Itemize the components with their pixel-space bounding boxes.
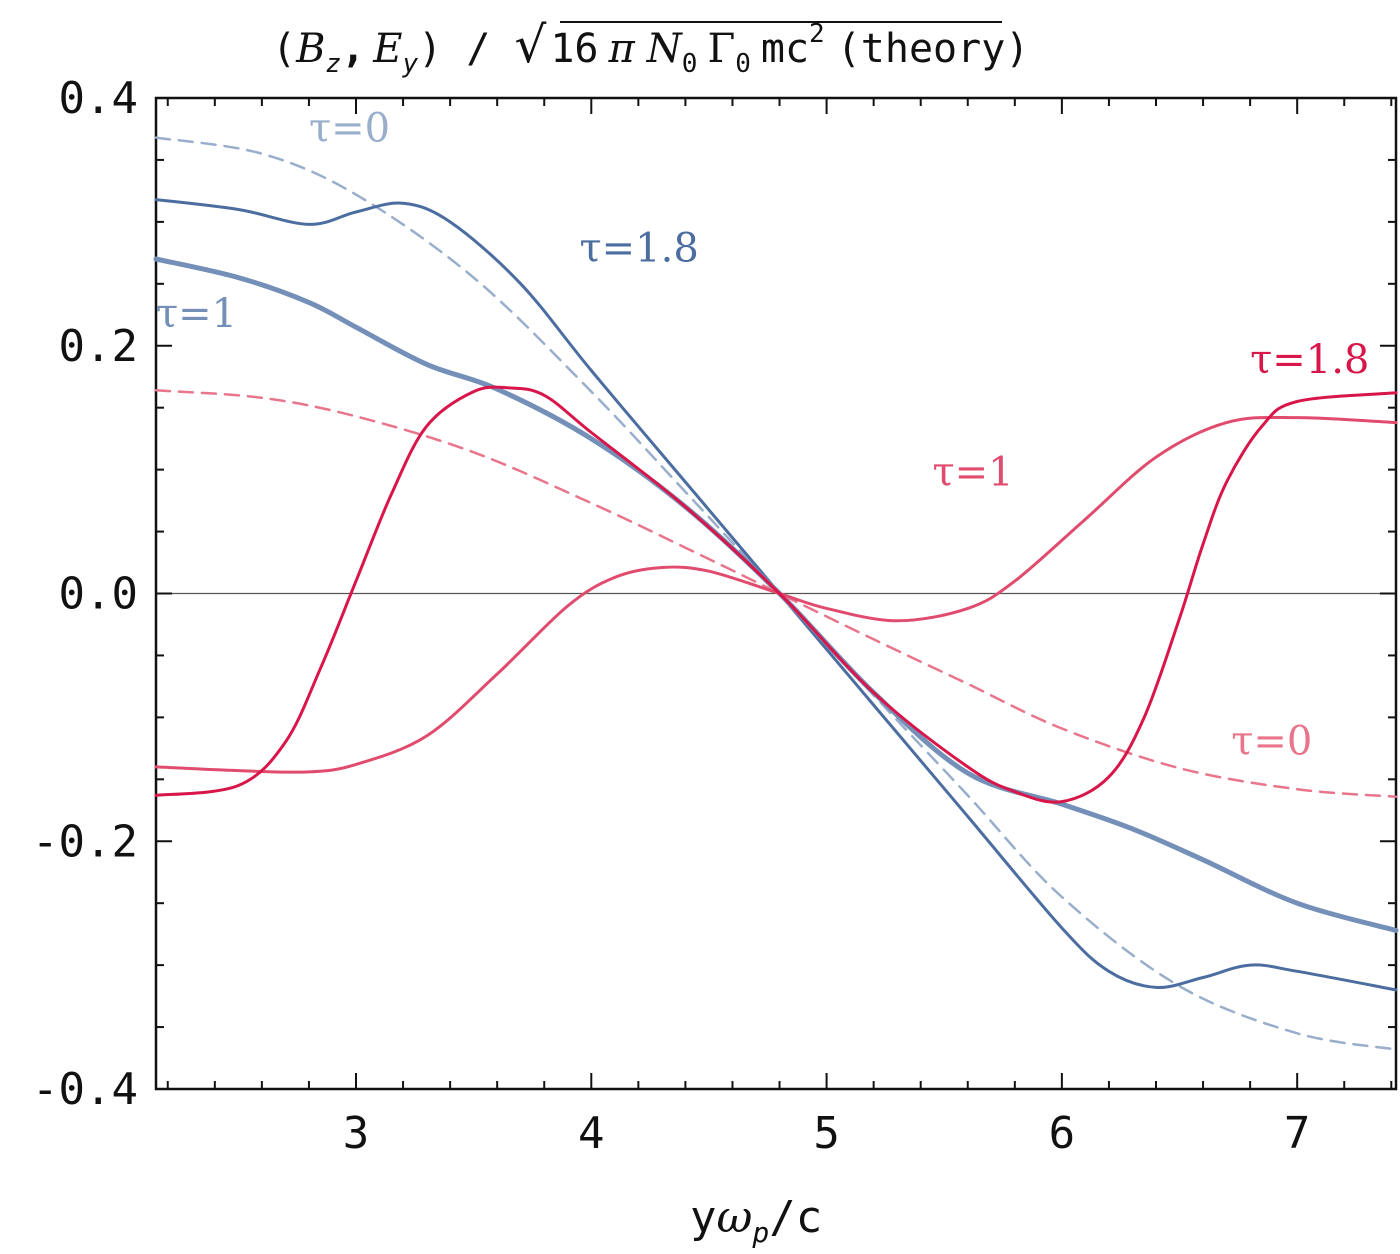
title-open: ( — [272, 26, 296, 72]
title-comma: , — [341, 26, 365, 72]
series-line-2 — [153, 256, 1399, 933]
xlabel-omega: ω — [717, 1192, 753, 1243]
title-close-slash: ) / — [418, 26, 490, 72]
series-label-2: τ=1 — [156, 291, 237, 337]
series-line-4 — [154, 415, 1398, 774]
title-bz: B — [295, 26, 325, 72]
x-axis-label: yωp/c — [690, 1192, 822, 1249]
series-label-4: τ=1 — [932, 450, 1013, 496]
series-line-5 — [154, 385, 1398, 804]
x-tick-label: 3 — [343, 1108, 370, 1159]
title-n: N — [646, 26, 684, 72]
series-label-3: τ=1.8 — [1250, 337, 1369, 383]
series-layer — [153, 136, 1399, 1051]
title-ey-sub: y — [401, 49, 418, 79]
title-bz-sub: z — [326, 49, 342, 79]
xlabel-rest: /c — [769, 1192, 822, 1243]
chart-title: (Bz, Ey) / √ 16 π N0 Γ0 mc2 (theory) — [272, 16, 1029, 79]
ticks: 3 4 5 6 7 -0.4 -0.2 0.0 0.2 0.4 — [32, 73, 1396, 1159]
y-tick-label: 0.4 — [59, 73, 138, 124]
xlabel-y: y — [690, 1192, 717, 1243]
title-n-sub: 0 — [682, 49, 698, 79]
title-mc: mc — [761, 26, 809, 72]
y-tick-label: -0.4 — [32, 1064, 138, 1115]
x-tick-label: 6 — [1049, 1108, 1076, 1159]
x-tick-label: 4 — [578, 1108, 605, 1159]
y-tick-label: -0.2 — [32, 816, 138, 867]
xlabel-omega-sub: p — [751, 1216, 769, 1249]
annotations: τ=0 τ=1.8 τ=1 τ=1.8 τ=1 τ=0 — [156, 105, 1369, 764]
series-label-1: τ=1.8 — [580, 226, 699, 272]
title-pi: π — [608, 26, 636, 72]
x-tick-label: 5 — [813, 1108, 840, 1159]
title-mc-sup: 2 — [809, 19, 825, 49]
title-ey: E — [372, 26, 402, 72]
series-label-0: τ=0 — [309, 105, 390, 151]
y-tick-label: 0.0 — [59, 569, 138, 620]
title-radicand-num: 16 — [550, 26, 598, 72]
title-gamma: Γ — [707, 26, 735, 72]
title-sqrt-sign: √ — [514, 16, 546, 74]
series-label-5: τ=0 — [1231, 719, 1312, 765]
title-gamma-sub: 0 — [735, 49, 751, 79]
y-tick-label: 0.2 — [59, 321, 138, 372]
title-theory: (theory) — [837, 26, 1030, 72]
x-tick-label: 7 — [1284, 1108, 1311, 1159]
